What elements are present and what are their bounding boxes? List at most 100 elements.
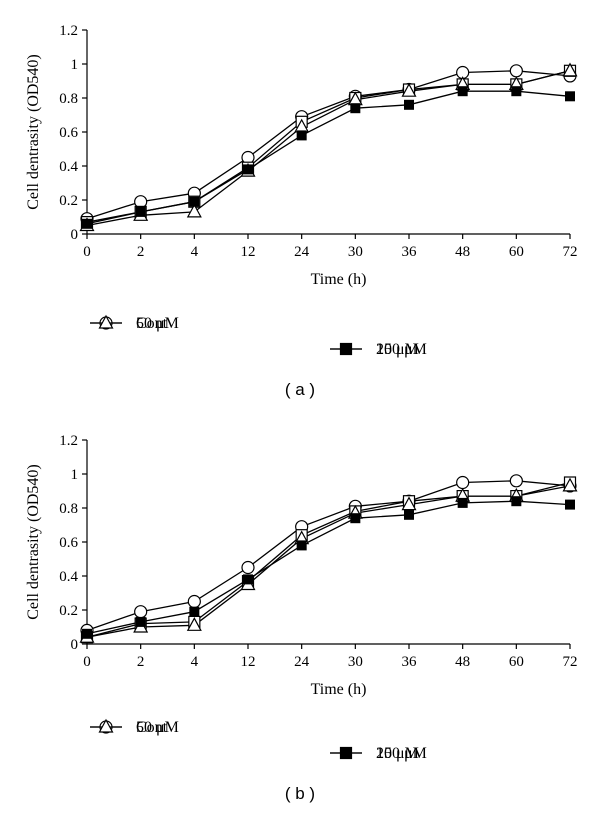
- x-tick-label: 72: [563, 654, 578, 670]
- marker-p2-s4-pt0: [82, 628, 92, 639]
- marker-p1-s4-pt8: [511, 86, 522, 97]
- x-tick-label: 4: [191, 654, 199, 670]
- x-tick-label: 24: [294, 244, 310, 260]
- marker-p2-s1-pt2: [187, 594, 201, 609]
- marker-p1-s4-pt4: [296, 130, 307, 141]
- x-tick-label: 2: [137, 654, 145, 670]
- marker-p1-s4-pt9: [565, 91, 575, 102]
- x-tick-label: 30: [348, 654, 363, 670]
- legend-marker: [341, 344, 351, 354]
- marker-p2-s3-pt6: [401, 496, 417, 511]
- series-line-3: [86, 70, 571, 227]
- legend-label: Cont: [136, 719, 168, 736]
- marker-p1-s4-pt3: [243, 164, 253, 175]
- legend-marker: [341, 748, 351, 758]
- marker-p2-s4-pt1: [135, 616, 146, 627]
- x-tick-label: 48: [455, 244, 470, 260]
- x-tick-label: 24: [294, 654, 310, 670]
- x-tick-label: 48: [455, 654, 470, 670]
- x-tick-label: 0: [83, 244, 91, 260]
- y-tick-label: 1: [71, 57, 79, 73]
- legend-item: 100 μM: [330, 745, 427, 762]
- marker-p2-s4-pt7: [457, 497, 468, 508]
- x-tick-label: 2: [137, 244, 145, 260]
- marker-p1-s3-pt2: [186, 203, 202, 218]
- x-tick-label: 30: [348, 244, 363, 260]
- legend-item: 50 μM: [90, 314, 179, 332]
- y-tick-label: 0.4: [59, 569, 78, 585]
- marker-p2-s4-pt8: [511, 496, 522, 507]
- marker-p1-s4-pt0: [82, 218, 92, 229]
- y-tick-label: 0.2: [59, 193, 78, 209]
- x-tick-label: 60: [509, 654, 524, 670]
- y-axis-title: Cell dentrasity (OD540): [25, 464, 42, 620]
- marker-p2-s4-pt5: [350, 513, 361, 524]
- x-tick-label: 60: [509, 244, 524, 260]
- x-tick-label: 36: [402, 244, 418, 260]
- y-tick-label: 1: [71, 467, 79, 483]
- legend-label: 50 μM: [136, 315, 179, 332]
- marker-p1-s4-pt5: [350, 103, 361, 114]
- legend: Cont 25 μM 50 μM 100 μM: [90, 314, 427, 358]
- legend-label: 100 μM: [376, 745, 427, 762]
- marker-p1-s4-pt6: [404, 99, 414, 110]
- marker-p2-s4-pt3: [243, 574, 253, 585]
- marker-p2-s1-pt7: [456, 475, 470, 490]
- marker-p2-s4-pt2: [189, 606, 200, 617]
- x-tick-label: 12: [241, 654, 256, 670]
- series-line-4: [86, 500, 571, 635]
- series-line-3: [86, 485, 571, 638]
- marker-p2-s1-pt8: [509, 474, 523, 488]
- legend-label: 25 μM: [376, 745, 419, 762]
- series-line-2: [86, 481, 571, 638]
- y-tick-label: 0.6: [59, 125, 78, 141]
- x-tick-label: 12: [241, 244, 256, 260]
- marker-p2-s3-pt9: [562, 477, 578, 492]
- x-axis-title: Time (h): [311, 681, 367, 698]
- y-tick-label: 0.2: [59, 603, 78, 619]
- y-tick-label: 1.2: [59, 433, 78, 449]
- y-tick-label: 0: [71, 227, 79, 243]
- legend-label: Cont: [136, 315, 168, 332]
- x-tick-label: 0: [83, 654, 91, 670]
- marker-p1-s3-pt9: [562, 62, 578, 77]
- marker-p1-s4-pt7: [457, 86, 468, 97]
- series-line-4: [86, 90, 571, 225]
- legend-item: 100 μM: [330, 341, 427, 358]
- series-line-1: [86, 70, 571, 220]
- marker-p2-s4-pt4: [296, 540, 307, 551]
- y-axis-title: Cell dentrasity (OD540): [25, 54, 42, 210]
- y-tick-label: 0.4: [59, 159, 78, 175]
- x-tick-label: 72: [563, 244, 578, 260]
- marker-p1-s1-pt8: [509, 64, 523, 78]
- series-line-1: [86, 480, 571, 632]
- legend-marker: [98, 314, 114, 329]
- y-tick-label: 1.2: [59, 23, 78, 39]
- marker-p1-s4-pt1: [135, 206, 146, 217]
- x-tick-label: 36: [402, 654, 418, 670]
- marker-p2-s4-pt6: [404, 509, 414, 520]
- legend-marker: [98, 718, 114, 733]
- series-line-2: [86, 70, 571, 223]
- marker-p2-s1-pt3: [241, 560, 255, 575]
- legend: Cont 25 μM 50 μM 100 μM: [90, 718, 427, 762]
- marker-p1-s3-pt6: [401, 82, 417, 97]
- legend-item: 50 μM: [90, 718, 179, 736]
- marker-p1-s4-pt2: [189, 196, 200, 207]
- x-tick-label: 4: [191, 244, 199, 260]
- marker-p2-s4-pt9: [565, 499, 575, 510]
- legend-label: 25 μM: [376, 341, 419, 358]
- panel-label: ( a ): [285, 380, 315, 399]
- panel-label: ( b ): [285, 784, 315, 803]
- y-tick-label: 0.8: [59, 501, 78, 517]
- y-tick-label: 0.8: [59, 91, 78, 107]
- x-axis-title: Time (h): [311, 271, 367, 288]
- y-tick-label: 0: [71, 637, 79, 653]
- legend-label: 100 μM: [376, 341, 427, 358]
- marker-p2-s1-pt1: [134, 605, 148, 619]
- y-tick-label: 0.6: [59, 535, 78, 551]
- legend-label: 50 μM: [136, 719, 179, 736]
